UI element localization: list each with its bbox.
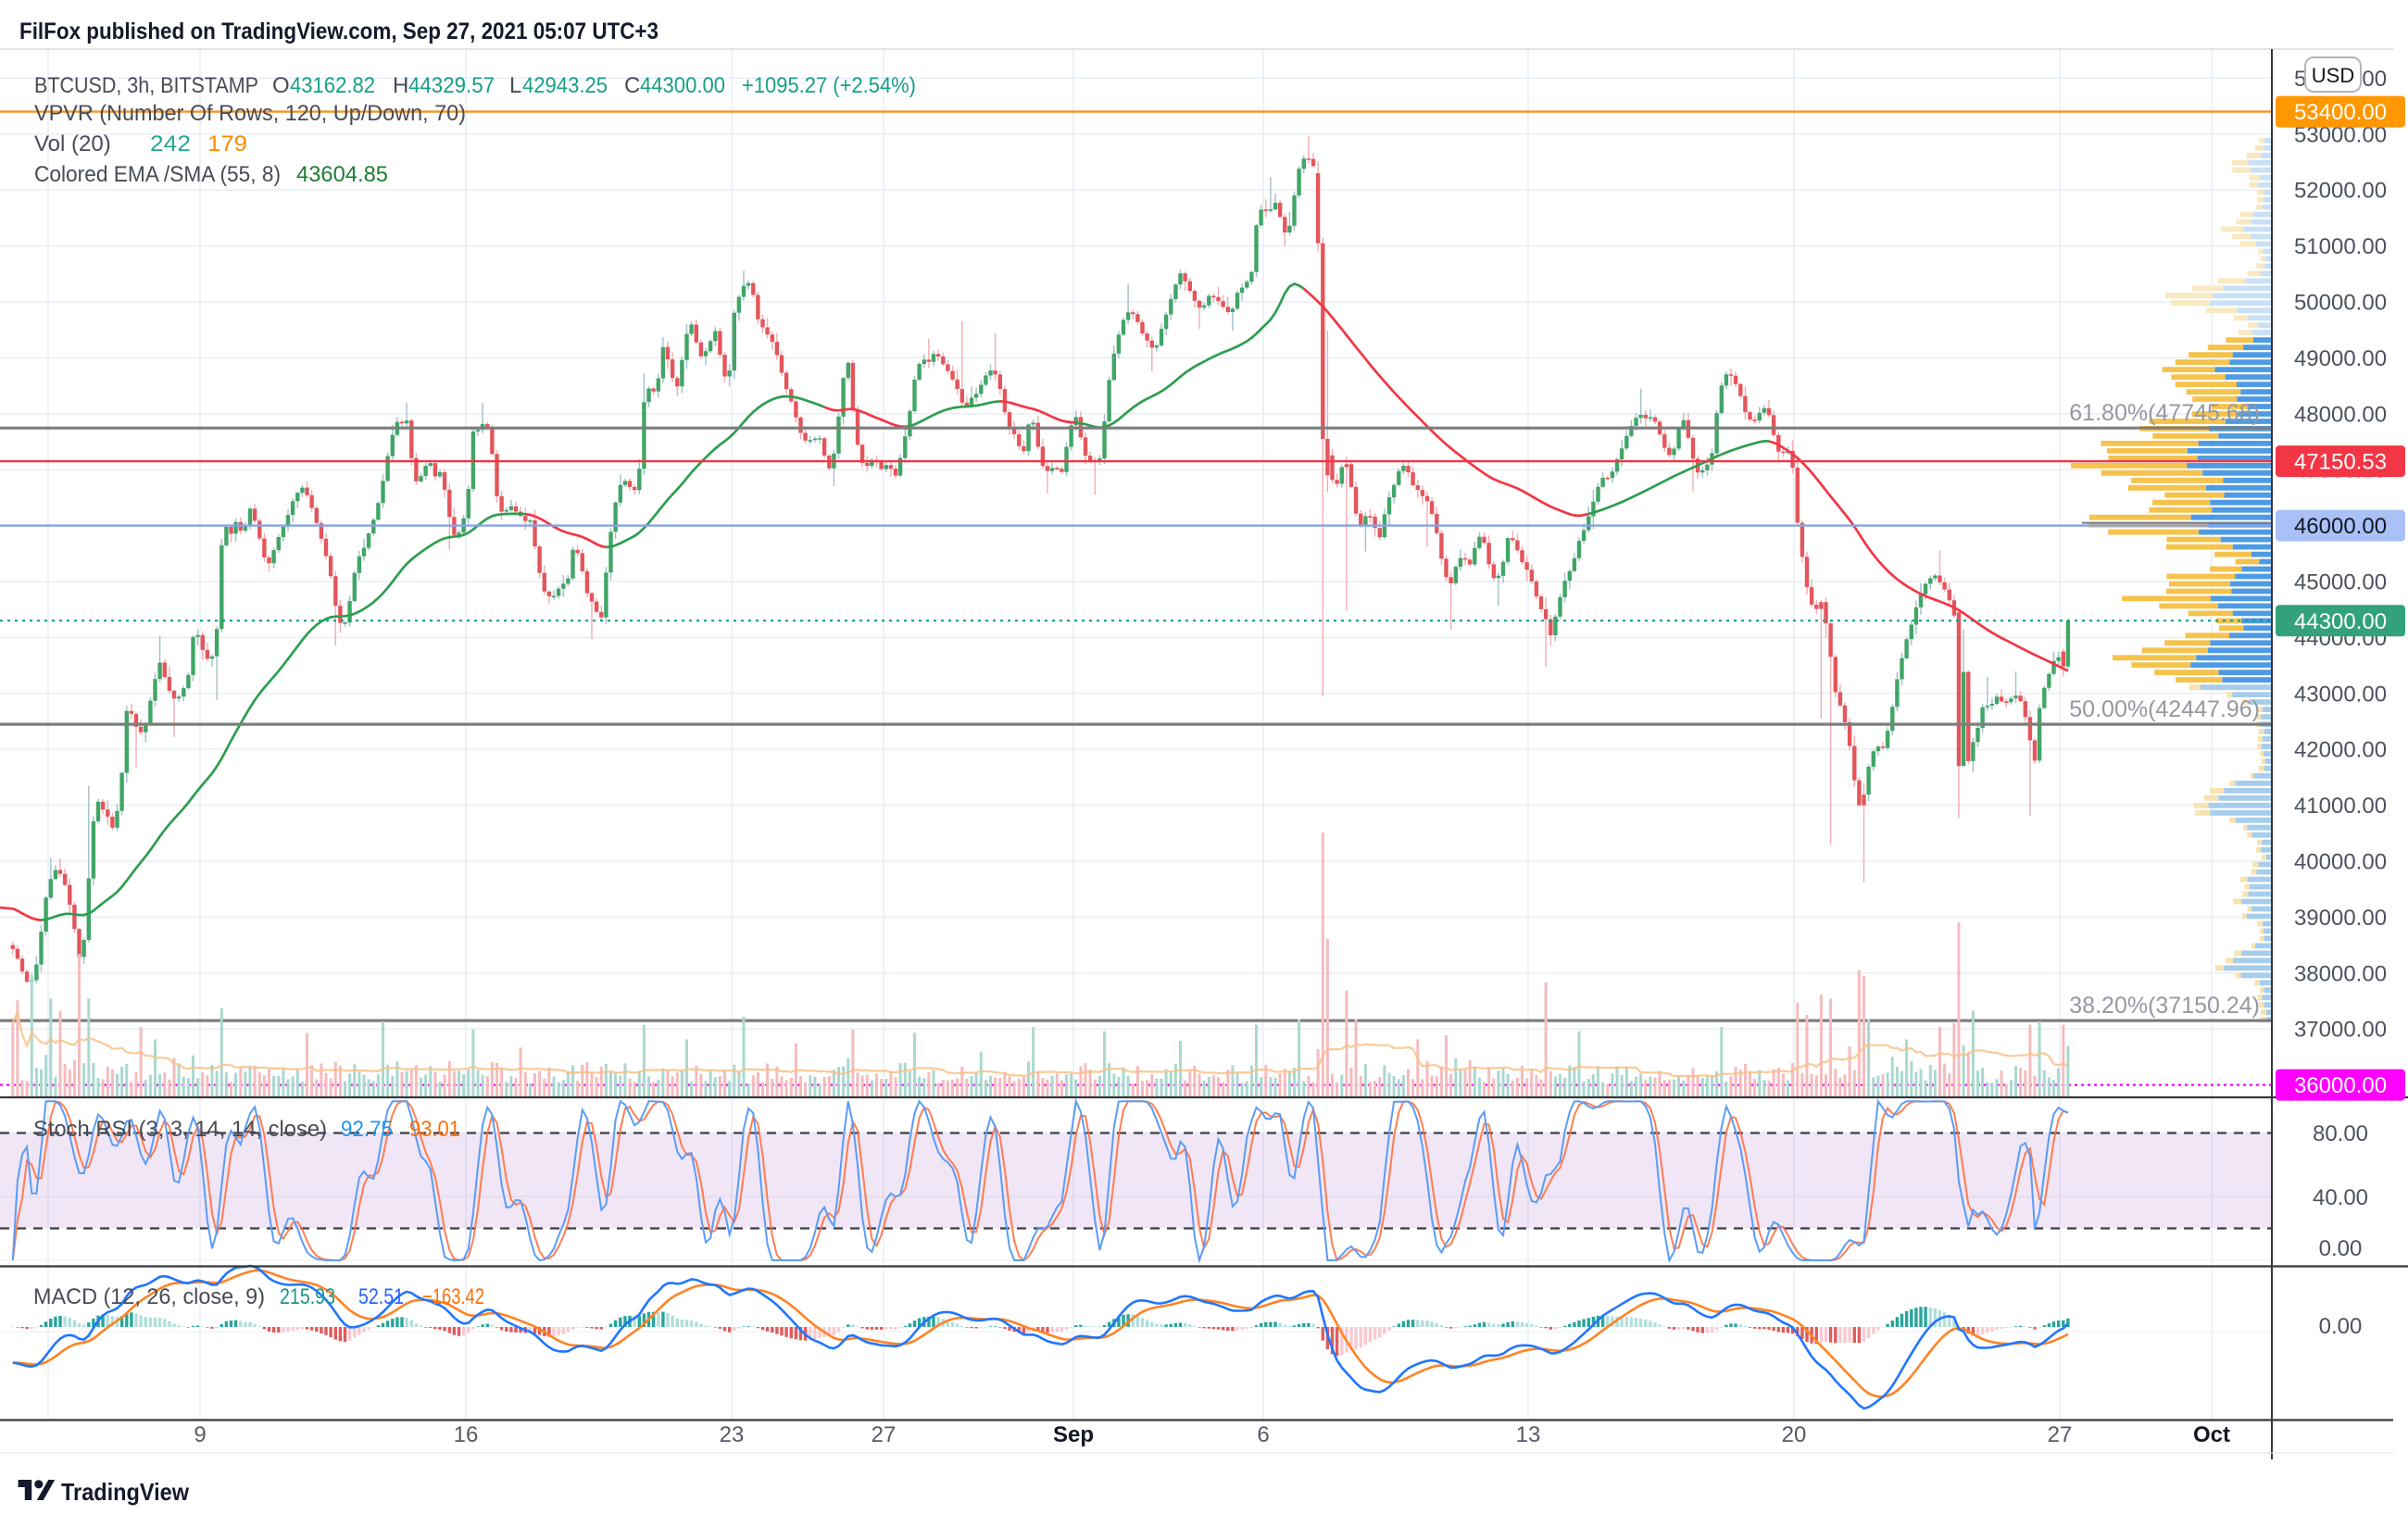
svg-text:Oct: Oct [2193,1422,2230,1447]
svg-text:L: L [509,73,521,98]
svg-text:27: 27 [872,1422,897,1447]
svg-text:80.00: 80.00 [2313,1121,2368,1146]
svg-text:Vol (20): Vol (20) [34,131,111,156]
svg-text:44300.00: 44300.00 [640,73,725,98]
svg-text:0.00: 0.00 [2319,1236,2363,1261]
svg-text:41000.00: 41000.00 [2294,794,2387,819]
svg-text:36000.00: 36000.00 [2294,1073,2387,1098]
svg-text:39000.00: 39000.00 [2294,906,2387,931]
svg-text:20: 20 [1782,1422,1807,1447]
svg-text:+1095.27 (+2.54%): +1095.27 (+2.54%) [742,73,916,98]
svg-text:50.00%(42447.96): 50.00%(42447.96) [2069,696,2260,722]
svg-text:43000.00: 43000.00 [2294,682,2387,707]
svg-text:42000.00: 42000.00 [2294,738,2387,763]
svg-text:52.51: 52.51 [358,1284,404,1309]
svg-text:45000.00: 45000.00 [2294,570,2387,595]
svg-text:Stoch RSI (3, 3, 14, 14, close: Stoch RSI (3, 3, 14, 14, close) [33,1117,327,1142]
svg-text:C: C [624,73,640,98]
svg-text:242: 242 [150,131,191,156]
svg-text:92.75: 92.75 [341,1117,393,1142]
svg-text:38.20%(37150.24): 38.20%(37150.24) [2069,993,2260,1019]
svg-text:43604.85: 43604.85 [296,162,388,187]
svg-text:43162.82: 43162.82 [290,73,375,98]
svg-text:46000.00: 46000.00 [2294,514,2387,539]
svg-text:−163.42: −163.42 [422,1284,484,1309]
svg-text:BTCUSD, 3h, BITSTAMP: BTCUSD, 3h, BITSTAMP [34,73,258,98]
svg-text:USD: USD [2312,64,2354,87]
svg-text:40000.00: 40000.00 [2294,850,2387,875]
svg-text:49000.00: 49000.00 [2294,346,2387,371]
svg-text:50000.00: 50000.00 [2294,291,2387,316]
svg-text:179: 179 [207,131,247,156]
svg-text:Sep: Sep [1053,1422,1094,1447]
svg-text:TradingView: TradingView [61,1478,190,1506]
svg-text:40.00: 40.00 [2313,1185,2368,1210]
svg-text:37000.00: 37000.00 [2294,1018,2387,1043]
svg-text:23: 23 [720,1422,745,1447]
svg-text:38000.00: 38000.00 [2294,961,2387,986]
svg-text:Colored EMA /SMA (55, 8): Colored EMA /SMA (55, 8) [34,162,281,187]
svg-text:13: 13 [1516,1422,1541,1447]
svg-text:0.00: 0.00 [2319,1314,2363,1339]
svg-text:215.93: 215.93 [280,1284,335,1309]
svg-text:O: O [272,73,290,98]
svg-text:44300.00: 44300.00 [2294,609,2387,634]
svg-text:9: 9 [194,1422,206,1447]
svg-text:27: 27 [2048,1422,2073,1447]
svg-text:44329.57: 44329.57 [408,73,495,98]
svg-text:93.01: 93.01 [409,1117,460,1142]
svg-text:52000.00: 52000.00 [2294,179,2387,204]
svg-text:42943.25: 42943.25 [522,73,608,98]
svg-text:FilFox published on TradingVie: FilFox published on TradingView.com, Sep… [19,19,658,44]
svg-text:VPVR (Number Of Rows, 120, Up/: VPVR (Number Of Rows, 120, Up/Down, 70) [34,101,466,126]
svg-text:61.80%(47745.68): 61.80%(47745.68) [2069,400,2260,426]
svg-text:47150.53: 47150.53 [2294,450,2387,475]
svg-text:53400.00: 53400.00 [2294,100,2387,125]
svg-text:16: 16 [454,1422,479,1447]
svg-text:48000.00: 48000.00 [2294,402,2387,427]
svg-text:MACD (12, 26, close, 9): MACD (12, 26, close, 9) [33,1284,265,1309]
svg-text:6: 6 [1257,1422,1269,1447]
svg-text:H: H [393,73,408,98]
svg-text:51000.00: 51000.00 [2294,234,2387,259]
